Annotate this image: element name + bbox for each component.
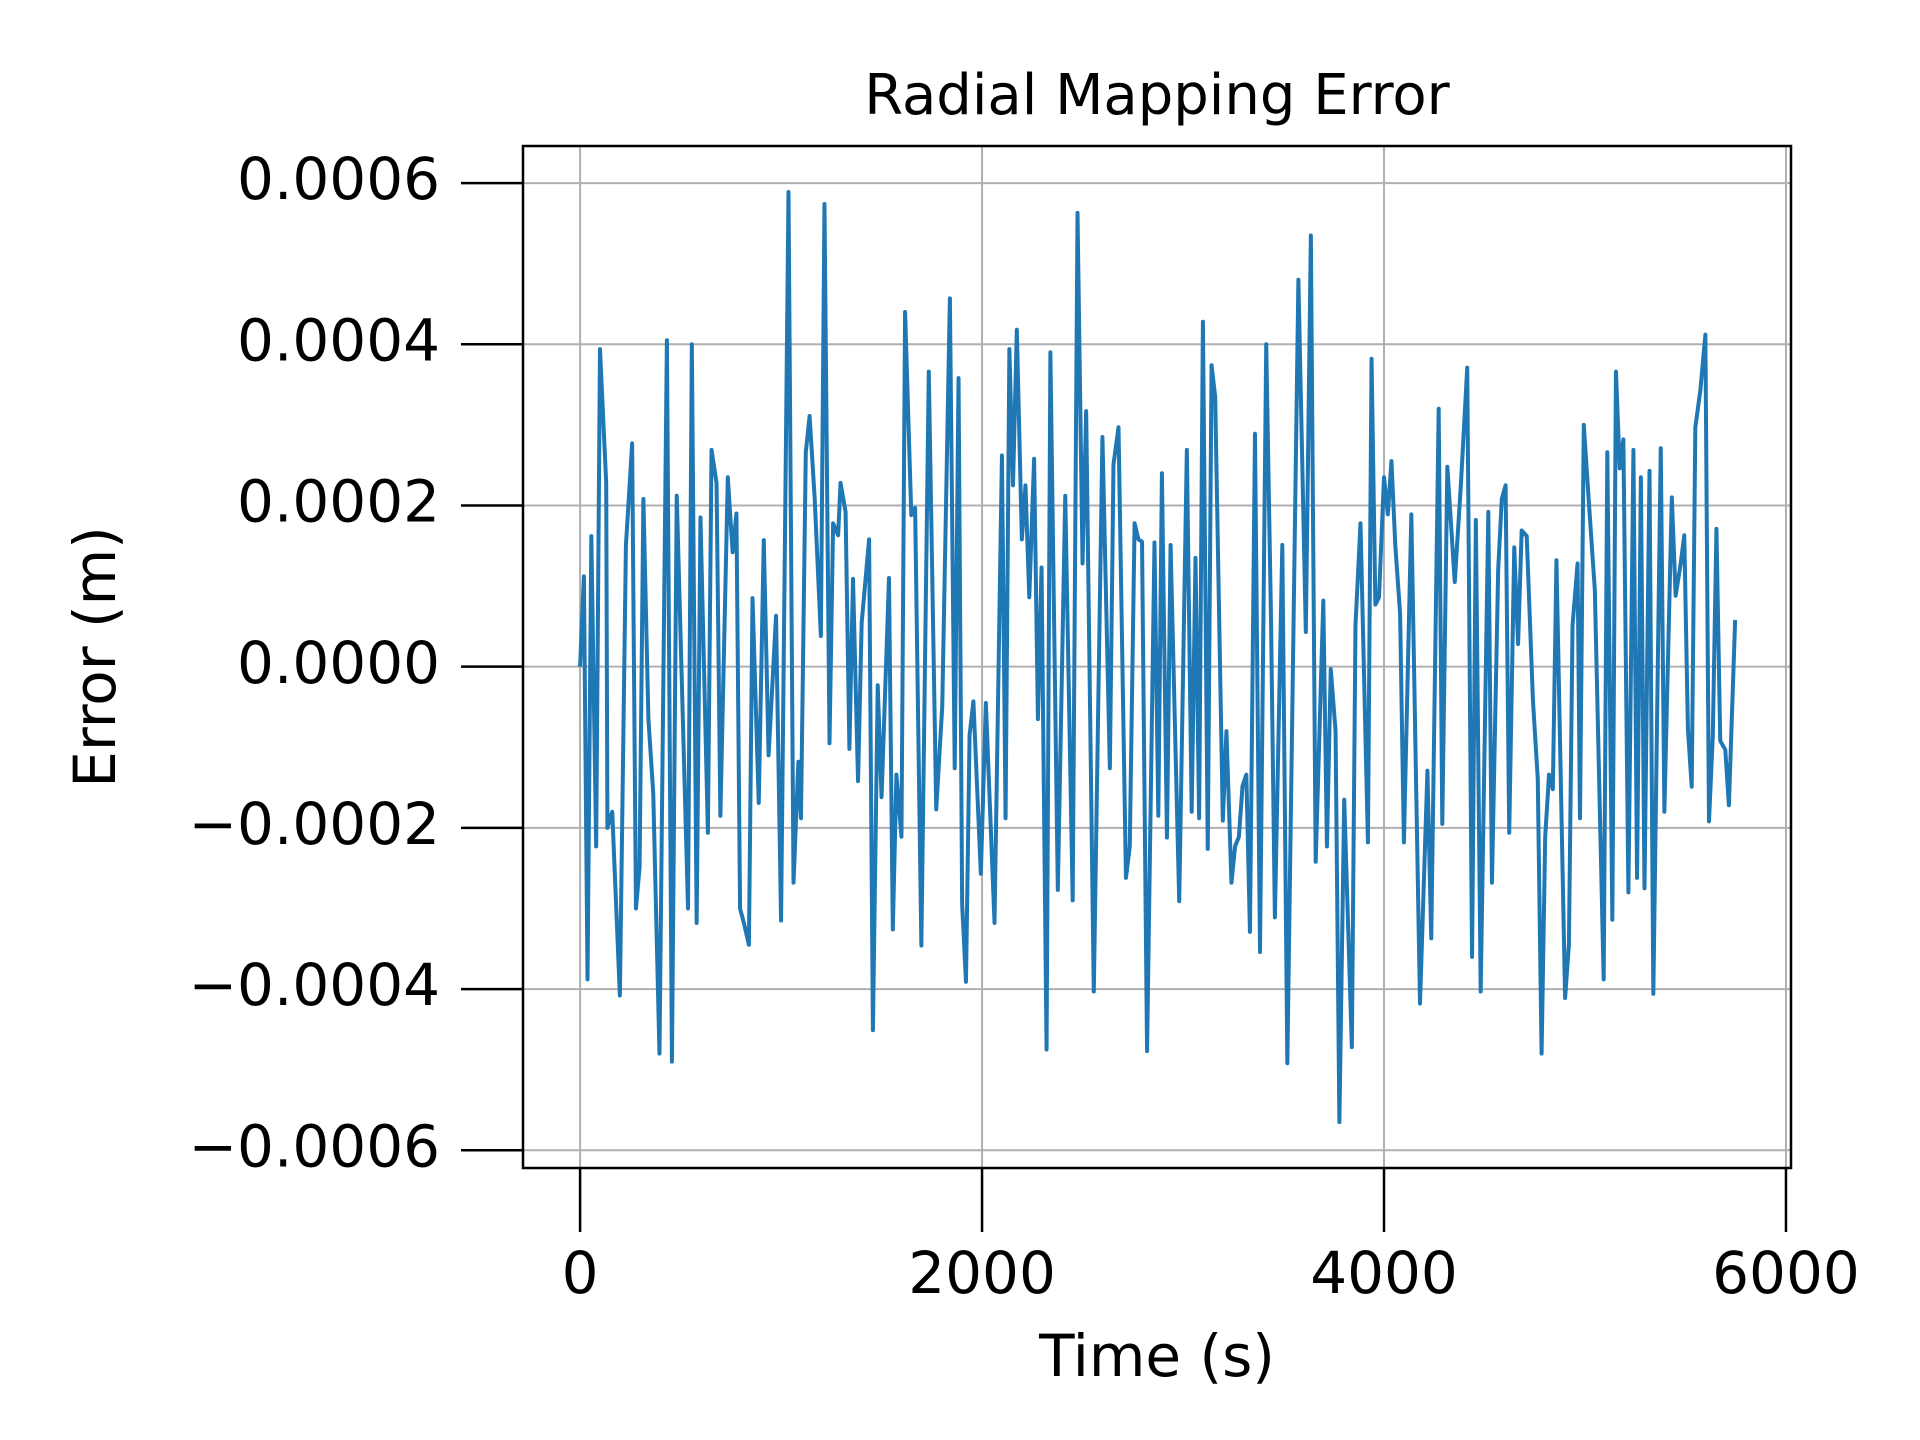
y-axis-label: Error (m): [61, 526, 129, 788]
chart-title: Radial Mapping Error: [864, 63, 1450, 128]
plot-frame: [521, 144, 1793, 1170]
y-tick-label: −0.0004: [188, 951, 440, 1019]
y-tick-label: 0.0006: [237, 145, 440, 213]
x-tick-label: 6000: [1712, 1239, 1860, 1307]
data-line: [578, 189, 1738, 1125]
x-axis-label: Time (s): [1038, 1322, 1275, 1390]
x-tick-label: 0: [562, 1239, 599, 1307]
y-tick-label: 0.0002: [237, 468, 440, 536]
y-tick-label: −0.0002: [188, 790, 440, 858]
y-tick-label: 0.0000: [237, 629, 440, 697]
y-tick-label: −0.0006: [188, 1112, 440, 1180]
x-tick-label: 4000: [1310, 1239, 1458, 1307]
x-tick-label: 2000: [908, 1239, 1056, 1307]
y-tick-label: 0.0004: [237, 306, 440, 374]
